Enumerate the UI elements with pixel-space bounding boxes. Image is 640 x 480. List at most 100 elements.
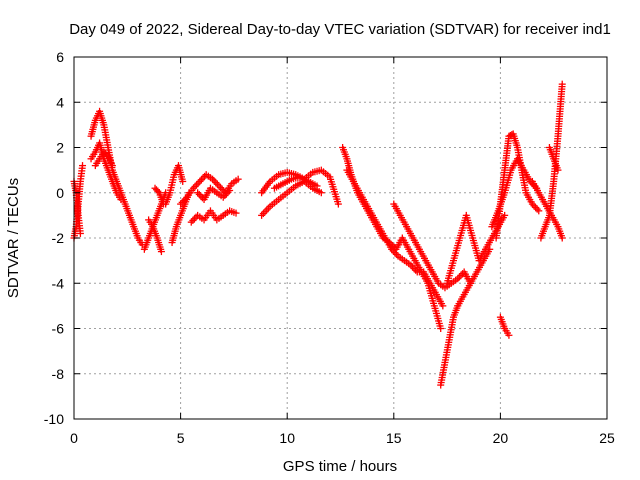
data-point [527, 198, 535, 206]
y-tick-label: -4 [52, 275, 65, 291]
data-point [115, 193, 123, 201]
data-point [519, 164, 527, 172]
data-point [342, 153, 350, 161]
data-point [191, 183, 199, 191]
data-point [487, 236, 495, 244]
data-point [557, 232, 565, 240]
data-point [412, 266, 420, 274]
data-point [178, 175, 186, 183]
data-point [211, 214, 219, 222]
data-point [465, 282, 473, 290]
data-point [170, 173, 178, 181]
data-point [324, 171, 332, 179]
data-point [433, 277, 441, 285]
y-axis-label: SDTVAR / TECUs [5, 178, 22, 298]
data-point [197, 176, 205, 184]
data-point [176, 214, 184, 222]
data-point [549, 153, 557, 161]
data-point [504, 329, 512, 337]
data-point [264, 204, 272, 212]
data-point [386, 243, 394, 251]
data-point [427, 266, 435, 274]
chart-title: Day 049 of 2022, Sidereal Day-to-day VTE… [69, 21, 611, 38]
axis-ticks [73, 56, 608, 420]
data-point [144, 236, 152, 244]
data-point [532, 203, 540, 211]
data-point [405, 260, 413, 268]
data-point [196, 177, 204, 185]
data-point [484, 248, 492, 256]
data-point [94, 157, 102, 165]
data-point [367, 209, 375, 217]
data-point [165, 191, 173, 199]
data-point [265, 179, 273, 187]
data-point [457, 271, 465, 279]
data-point [468, 231, 476, 239]
data-point [217, 213, 225, 221]
data-point [334, 198, 342, 206]
data-point [172, 225, 180, 233]
data-point [224, 208, 232, 216]
data-point [348, 175, 356, 183]
data-point [493, 209, 501, 217]
data-point [392, 250, 400, 258]
data-point [101, 150, 109, 158]
data-point [315, 167, 323, 175]
data-point [76, 227, 84, 235]
y-tick-label: 4 [56, 94, 64, 110]
x-tick-labels: 0 5 10 15 20 25 [70, 430, 615, 446]
data-point [398, 255, 406, 263]
data-point [421, 254, 429, 262]
x-tick-label: 10 [279, 430, 295, 446]
x-tick-label: 25 [599, 430, 615, 446]
data-point [455, 237, 463, 245]
data-point [277, 181, 285, 189]
data-point [230, 208, 238, 216]
data-point [107, 159, 115, 167]
data-point [533, 186, 541, 194]
y-tick-label: 0 [56, 185, 64, 201]
data-point [137, 239, 145, 247]
data-point [125, 209, 133, 217]
data-point [129, 220, 137, 228]
data-point [553, 220, 561, 228]
data-point [90, 150, 98, 158]
data-point [181, 195, 189, 203]
data-point [212, 179, 220, 187]
data-point [152, 214, 160, 222]
data-point [506, 131, 514, 139]
data-point [430, 299, 438, 307]
data-point [414, 243, 422, 251]
data-point [133, 232, 141, 240]
data-point [103, 151, 111, 159]
data-point [224, 188, 232, 196]
data-point [154, 187, 162, 195]
data-point [408, 232, 416, 240]
data-point [540, 198, 548, 206]
y-tick-label: -2 [52, 230, 65, 246]
data-point [513, 141, 521, 149]
data-point [215, 182, 223, 190]
data-point [506, 169, 514, 177]
data-point [436, 322, 444, 330]
data-point [354, 186, 362, 194]
data-point [403, 243, 411, 251]
data-point [500, 191, 508, 199]
data-point [103, 164, 111, 172]
data-point [455, 273, 463, 281]
data-point [500, 322, 508, 330]
data-point [438, 300, 446, 308]
y-tick-label: -8 [52, 366, 65, 382]
data-point [206, 174, 214, 182]
x-tick-label: 0 [70, 430, 78, 446]
data-point [440, 361, 448, 369]
data-point [401, 220, 409, 228]
y-tick-labels: -10 -8 -6 -4 -2 0 2 4 6 [44, 49, 64, 427]
data-point [533, 205, 541, 213]
data-point [104, 141, 112, 149]
data-point [315, 188, 323, 196]
data-point [198, 214, 206, 222]
data-point [197, 192, 205, 200]
data-point [152, 232, 160, 240]
